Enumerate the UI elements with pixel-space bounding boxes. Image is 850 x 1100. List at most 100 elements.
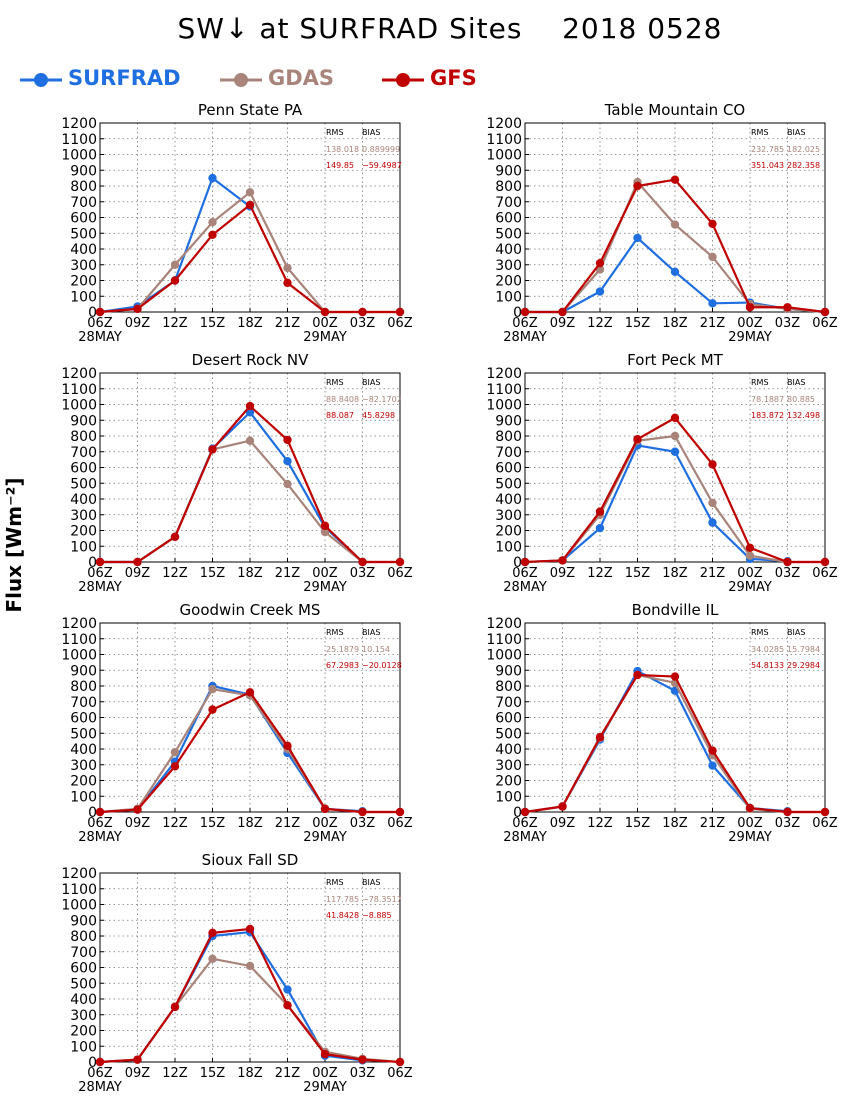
data-point-gfs (133, 805, 142, 814)
y-tick-label: 800 (70, 429, 97, 445)
data-point-gdas (708, 252, 717, 262)
y-tick-label: 0 (88, 555, 97, 571)
x-tick-label: 15Z (200, 566, 226, 581)
y-tick-label: 500 (495, 726, 522, 742)
x-tick-label: 09Z (550, 816, 576, 831)
data-point-gfs (170, 532, 180, 541)
data-point-gdas (245, 188, 255, 197)
y-tick-label: 300 (495, 758, 522, 774)
x-tick-label: 06Z (387, 816, 413, 831)
x-tick-label: 18Z (237, 816, 263, 831)
data-point-gfs (520, 807, 530, 817)
data-point-gdas (283, 479, 292, 489)
stats-header-rms: RMS (326, 378, 344, 387)
y-tick-label: 200 (70, 1024, 97, 1040)
y-tick-label: 1000 (61, 148, 97, 164)
x-tick-label: 12Z (162, 816, 188, 831)
x-tick-label: 06Z (87, 316, 113, 331)
panel-table-mountain-co: Table Mountain CO 0 100 200 300 400 500 600 700 8… (445, 100, 850, 350)
y-tick-label: 800 (495, 679, 522, 695)
y-tick-label: 700 (70, 695, 97, 711)
data-point-gfs (595, 732, 605, 742)
data-point-surfrad (283, 457, 292, 466)
x-tick-label: 06Z (387, 316, 413, 331)
y-tick-label: 600 (70, 211, 97, 227)
stats-header-bias: BIAS (787, 628, 805, 637)
stats-gfs-bias: −59.4987 (362, 161, 402, 170)
y-tick-label: 1100 (61, 382, 97, 398)
x-tick-label: 12Z (162, 1066, 188, 1081)
x-date-label: 28MAY (78, 580, 122, 595)
series-gdas (95, 436, 405, 567)
x-tick-label: 18Z (237, 1066, 263, 1081)
y-tick-label: 800 (495, 179, 522, 195)
x-tick-label: 06Z (387, 1066, 413, 1081)
stats-gdas-rms: 25.1879 (326, 645, 359, 654)
chart-table-mountain-co: Table Mountain CO 01002003004005006007008… (486, 101, 837, 345)
data-point-gfs (820, 557, 830, 567)
stats-gfs-rms: 183.872 (751, 411, 784, 420)
y-tick-label: 1200 (61, 116, 97, 132)
data-point-gfs (95, 557, 105, 567)
data-point-gfs (745, 303, 755, 312)
x-tick-label: 18Z (237, 316, 263, 331)
data-point-gfs (133, 557, 142, 567)
x-tick-label: 09Z (550, 316, 576, 331)
stats-gdas-rms: 78.1887 (751, 395, 784, 404)
series-line-gfs (100, 404, 400, 564)
x-date-label: 29MAY (303, 580, 347, 595)
series-gfs (520, 670, 830, 817)
stats-gfs-bias: 29.2984 (787, 661, 820, 670)
x-tick-label: 03Z (775, 566, 801, 581)
x-date-label: 28MAY (78, 1080, 122, 1095)
y-tick-label: 300 (70, 258, 97, 274)
y-tick-label: 100 (70, 289, 97, 305)
stats-gfs-bias: −20.0128 (362, 661, 402, 670)
data-point-gfs (708, 746, 717, 755)
y-tick-label: 600 (495, 461, 522, 477)
x-date-label: 29MAY (303, 1080, 347, 1095)
stats-gdas-rms: 88.8408 (326, 395, 359, 404)
data-point-gfs (283, 1001, 292, 1010)
x-tick-label: 21Z (275, 566, 301, 581)
y-tick-label: 100 (70, 539, 97, 555)
data-point-gfs (358, 307, 367, 317)
x-tick-label: 00Z (312, 816, 338, 831)
data-point-surfrad (670, 267, 680, 277)
series-surfrad (520, 666, 792, 817)
data-point-gfs (633, 181, 642, 191)
data-point-gfs (245, 200, 255, 210)
data-point-gfs (558, 556, 567, 565)
x-tick-label: 03Z (350, 816, 376, 831)
data-point-gdas (245, 436, 255, 445)
x-tick-label: 18Z (662, 566, 688, 581)
data-point-gfs (783, 303, 792, 312)
x-tick-label: 12Z (162, 566, 188, 581)
y-tick-label: 400 (495, 242, 522, 258)
y-tick-label: 600 (70, 461, 97, 477)
x-tick-label: 21Z (700, 566, 726, 581)
y-tick-label: 200 (495, 774, 522, 790)
legend-marker-gfs (382, 73, 424, 87)
y-tick-label: 400 (495, 742, 522, 758)
y-tick-label: 600 (70, 711, 97, 727)
y-tick-label: 700 (495, 445, 522, 461)
x-tick-label: 06Z (512, 316, 538, 331)
chart-desert-rock-nv: Desert Rock NV 01002003004005006007008009… (61, 351, 412, 595)
stats-gfs-bias: 282.358 (787, 161, 820, 170)
data-point-gfs (395, 557, 405, 567)
data-point-gfs (783, 807, 792, 817)
chart-fort-peck-mt: Fort Peck MT 0100200300400500600700800900… (486, 351, 837, 595)
data-point-gfs (708, 219, 717, 228)
data-point-surfrad (208, 173, 217, 183)
data-point-gfs (245, 688, 255, 697)
data-point-gfs (208, 928, 217, 938)
x-tick-label: 21Z (275, 816, 301, 831)
x-tick-label: 21Z (700, 316, 726, 331)
stats-header-bias: BIAS (787, 128, 805, 137)
data-point-gdas (245, 961, 255, 971)
x-tick-label: 03Z (350, 566, 376, 581)
y-tick-label: 600 (70, 961, 97, 977)
stats-header-bias: BIAS (787, 378, 805, 387)
x-tick-label: 09Z (125, 816, 151, 831)
